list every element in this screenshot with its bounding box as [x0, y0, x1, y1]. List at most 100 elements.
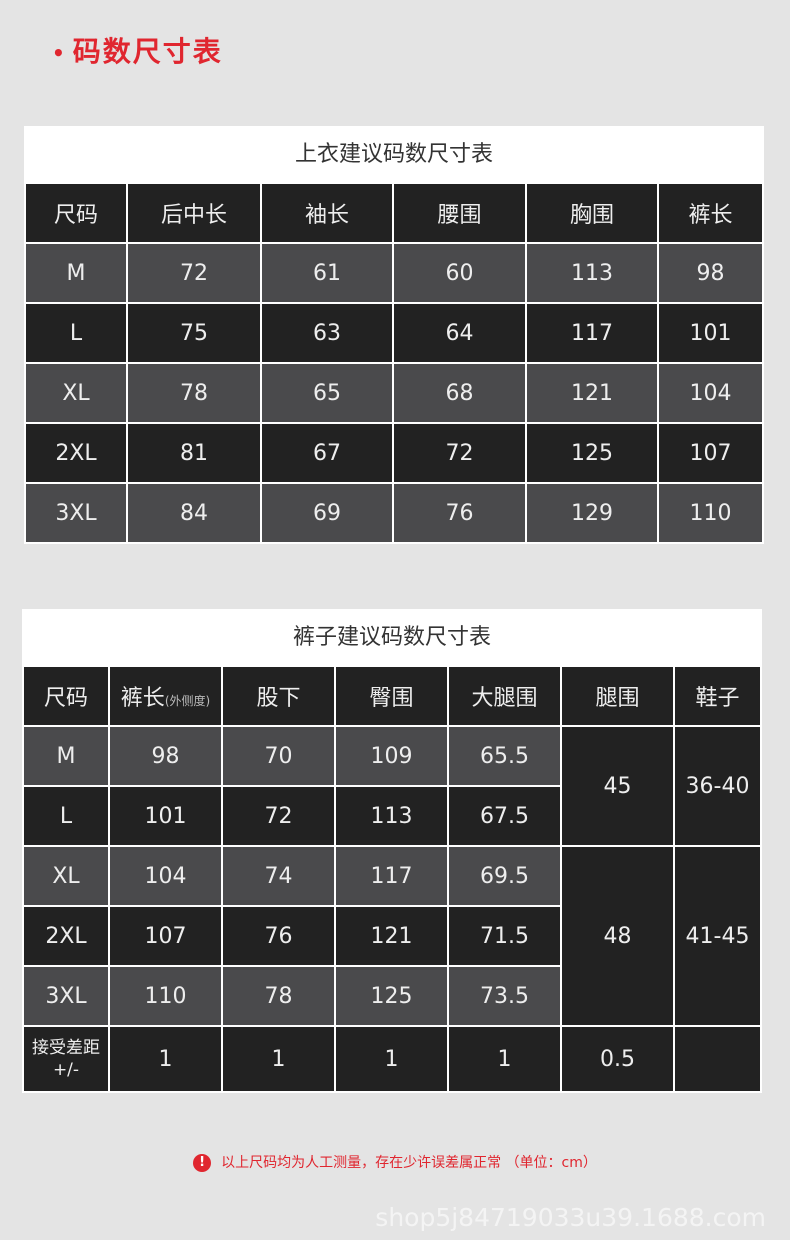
- footer-strip: [0, 1240, 790, 1251]
- table-cell: 73.5: [449, 967, 560, 1025]
- table-cell: 76: [223, 907, 334, 965]
- tolerance-sub: +/-: [52, 1060, 80, 1080]
- table-cell: XL: [26, 364, 126, 422]
- table-cell: 72: [128, 244, 260, 302]
- header-cell: 袖长: [262, 184, 392, 242]
- table-row: L 101 72 113 67.5: [24, 787, 760, 845]
- table-cell: M: [26, 244, 126, 302]
- header-cell: 后中长: [128, 184, 260, 242]
- table-cell: 64: [394, 304, 525, 362]
- table-cell: 72: [394, 424, 525, 482]
- table-cell: 78: [223, 967, 334, 1025]
- heading-text: 码数尺寸表: [72, 35, 223, 68]
- tolerance-cell: [675, 1027, 760, 1091]
- table-cell: 121: [527, 364, 657, 422]
- header-cell: 大腿围: [449, 667, 560, 725]
- table-cell: 107: [110, 907, 221, 965]
- table-cell: 69: [262, 484, 392, 542]
- table-cell: 69.5: [449, 847, 560, 905]
- table-cell: M: [24, 727, 108, 785]
- table-cell: 67: [262, 424, 392, 482]
- table-cell: 117: [527, 304, 657, 362]
- table-title: 上衣建议码数尺寸表: [294, 142, 493, 167]
- header-text: 裤长: [120, 686, 165, 711]
- table-cell: L: [26, 304, 126, 362]
- warning-icon: !: [193, 1154, 212, 1172]
- page-heading: • 码数尺寸表: [52, 30, 223, 70]
- table-cell: 110: [659, 484, 762, 542]
- tolerance-label: 接受差距 +/-: [24, 1027, 108, 1091]
- table-cell: 70: [223, 727, 334, 785]
- table-cell: 61: [262, 244, 392, 302]
- table-cell: 107: [659, 424, 762, 482]
- header-cell: 尺码: [26, 184, 126, 242]
- table-cell: 125: [336, 967, 447, 1025]
- table-row: 2XL 81 67 72 125 107: [26, 424, 762, 482]
- table-cell: 113: [527, 244, 657, 302]
- table-cell: 98: [110, 727, 221, 785]
- pants-size-table: 裤子建议码数尺寸表 尺码 裤长(外侧度) 股下 臀围 大腿围 腿围 鞋子 M 98 70 109 65…: [22, 609, 762, 1093]
- table-cell: 101: [659, 304, 762, 362]
- header-cell: 股下: [223, 667, 334, 725]
- table-title: 裤子建议码数尺寸表: [292, 625, 491, 650]
- table-cell: 75: [128, 304, 260, 362]
- table-row: M 72 61 60 113 98: [26, 244, 762, 302]
- measurement-note: ! 以上尺码均为人工测量，存在少许误差属正常 （单位：cm）: [0, 1152, 790, 1172]
- tolerance-label-text: 接受差距: [32, 1038, 100, 1058]
- header-row: 尺码 裤长(外侧度) 股下 臀围 大腿围 腿围 鞋子: [24, 667, 760, 725]
- table-cell: 67.5: [449, 787, 560, 845]
- watermark: shop5j84719033u39.1688.com: [375, 1203, 766, 1232]
- table-row: 3XL 84 69 76 129 110: [26, 484, 762, 542]
- header-cell: 胸围: [527, 184, 657, 242]
- table-cell: 101: [110, 787, 221, 845]
- table-cell: 74: [223, 847, 334, 905]
- leg-cell: 45: [562, 727, 673, 845]
- leg-cell: 48: [562, 847, 673, 1025]
- table-row: XL 78 65 68 121 104: [26, 364, 762, 422]
- shoes-cell: 41-45: [675, 847, 760, 1025]
- tolerance-cell: 1: [223, 1027, 334, 1091]
- table-cell: 76: [394, 484, 525, 542]
- header-cell: 尺码: [24, 667, 108, 725]
- table-cell: 98: [659, 244, 762, 302]
- table-cell: L: [24, 787, 108, 845]
- table-cell: 84: [128, 484, 260, 542]
- table-cell: 104: [110, 847, 221, 905]
- tolerance-cell: 1: [110, 1027, 221, 1091]
- table-cell: 129: [527, 484, 657, 542]
- table-cell: XL: [24, 847, 108, 905]
- top-size-table: 上衣建议码数尺寸表 尺码 后中长 袖长 腰围 胸围 裤长 M 72 61 60 113 98 L 75 63…: [24, 126, 764, 544]
- table-cell: 2XL: [26, 424, 126, 482]
- table-cell: 121: [336, 907, 447, 965]
- table-cell: 125: [527, 424, 657, 482]
- table-cell: 117: [336, 847, 447, 905]
- table-cell: 78: [128, 364, 260, 422]
- header-cell: 裤长(外侧度): [110, 667, 221, 725]
- header-cell: 腰围: [394, 184, 525, 242]
- tolerance-row: 接受差距 +/- 1 1 1 1 0.5: [24, 1027, 760, 1091]
- bullet-icon: •: [52, 41, 67, 65]
- table-cell: 68: [394, 364, 525, 422]
- table-row: XL 104 74 117 69.5 48 41-45: [24, 847, 760, 1025]
- header-cell: 鞋子: [675, 667, 760, 725]
- tolerance-cell: 1: [449, 1027, 560, 1091]
- table-cell: 3XL: [26, 484, 126, 542]
- table-cell: 104: [659, 364, 762, 422]
- table-cell: 60: [394, 244, 525, 302]
- header-cell: 裤长: [659, 184, 762, 242]
- table-cell: 65: [262, 364, 392, 422]
- table-cell: 65.5: [449, 727, 560, 785]
- header-cell: 腿围: [562, 667, 673, 725]
- table-row: 2XL 107 76 121 71.5: [24, 907, 760, 965]
- table-cell: 109: [336, 727, 447, 785]
- header-note: (外侧度): [164, 694, 211, 708]
- table-cell: 2XL: [24, 907, 108, 965]
- tolerance-cell: 0.5: [562, 1027, 673, 1091]
- note-text: 以上尺码均为人工测量，存在少许误差属正常 （单位：cm）: [221, 1155, 597, 1171]
- table-cell: 81: [128, 424, 260, 482]
- table-cell: 71.5: [449, 907, 560, 965]
- header-cell: 臀围: [336, 667, 447, 725]
- shoes-cell: 36-40: [675, 727, 760, 845]
- table-row: 3XL 110 78 125 73.5: [24, 967, 760, 1025]
- table-cell: 110: [110, 967, 221, 1025]
